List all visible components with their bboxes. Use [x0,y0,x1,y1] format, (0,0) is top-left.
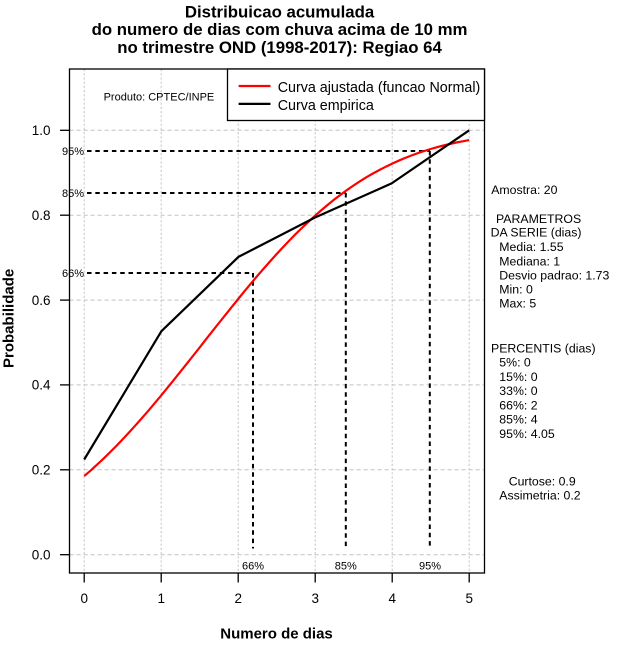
svg-text:2: 2 [234,591,242,606]
svg-text:Amostra: 20: Amostra: 20 [491,183,557,197]
svg-text:0.6: 0.6 [32,293,51,308]
svg-text:Curva empirica: Curva empirica [278,98,374,114]
svg-text:85%: 85% [335,561,357,573]
svg-text:85%: 85% [62,188,84,200]
svg-text:Max: 5: Max: 5 [499,297,536,311]
svg-text:0.4: 0.4 [32,378,51,393]
svg-text:0.2: 0.2 [32,463,51,478]
svg-text:Probabilidade: Probabilidade [1,269,18,368]
svg-text:5: 5 [465,591,473,606]
svg-text:Distribuicao acumulada: Distribuicao acumulada [185,2,375,21]
svg-text:15%: 0: 15%: 0 [499,370,537,384]
svg-text:Min: 0: Min: 0 [499,283,533,297]
svg-text:Desvio padrao: 1.73: Desvio padrao: 1.73 [499,269,609,283]
svg-text:DA SERIE (dias): DA SERIE (dias) [491,226,582,240]
svg-text:66%: 66% [62,268,84,280]
svg-text:Produto: CPTEC/INPE: Produto: CPTEC/INPE [104,91,215,103]
svg-text:PARAMETROS: PARAMETROS [496,212,581,226]
svg-text:95%: 95% [62,146,84,158]
svg-text:1.0: 1.0 [32,123,51,138]
svg-text:Assimetria: 0.2: Assimetria: 0.2 [499,489,580,503]
svg-text:Mediana: 1: Mediana: 1 [499,254,560,268]
svg-text:no trimestre OND (1998-2017):: no trimestre OND (1998-2017): Regiao 64 [117,38,442,57]
svg-text:Curva ajustada (funcao Normal): Curva ajustada (funcao Normal) [278,80,481,96]
svg-text:Numero de dias: Numero de dias [220,626,333,643]
svg-text:do numero de dias com chuva ac: do numero de dias com chuva acima de 10 … [92,20,468,39]
svg-text:PERCENTIS (dias): PERCENTIS (dias) [491,342,596,356]
svg-text:95%: 4.05: 95%: 4.05 [499,427,555,441]
svg-text:0: 0 [80,591,88,606]
svg-text:66%: 66% [242,561,264,573]
svg-text:Curtose: 0.9: Curtose: 0.9 [509,474,576,488]
svg-text:Media: 1.55: Media: 1.55 [499,240,563,254]
svg-text:3: 3 [311,591,319,606]
svg-text:33%: 0: 33%: 0 [499,384,537,398]
svg-text:66%: 2: 66%: 2 [499,398,537,412]
svg-text:4: 4 [388,591,396,606]
svg-text:85%: 4: 85%: 4 [499,413,537,427]
svg-text:1: 1 [157,591,165,606]
svg-text:95%: 95% [419,561,441,573]
svg-text:0.0: 0.0 [32,548,51,563]
svg-text:5%: 0: 5%: 0 [499,356,531,370]
svg-text:0.8: 0.8 [32,208,51,223]
